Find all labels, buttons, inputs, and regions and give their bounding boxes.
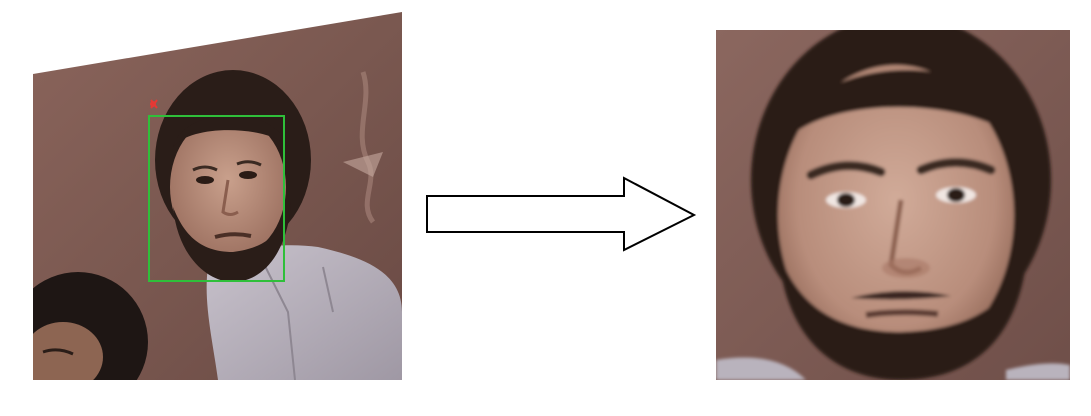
person-beard [173, 202, 291, 282]
cropped-brow-right [916, 158, 996, 175]
source-photo-graphic [33, 12, 402, 380]
person-mouth [214, 232, 252, 239]
wall-decoration-2 [343, 152, 383, 177]
cropped-beard [778, 245, 1028, 380]
source-photo [33, 12, 402, 380]
person-shirt [206, 245, 402, 380]
person-eye-right [239, 171, 257, 179]
cropped-brow-left [806, 161, 886, 180]
right-arrow-icon [424, 176, 699, 254]
person-eye-left [196, 176, 214, 184]
shirt-seam [262, 261, 296, 380]
cropped-mouth [865, 309, 939, 318]
cropped-face-photo [716, 30, 1070, 380]
arrow-graphic [426, 176, 697, 252]
cropped-face-graphic [716, 30, 1070, 380]
cropped-eye-left [837, 193, 855, 207]
arrow-shape [426, 176, 697, 252]
cropped-face [778, 65, 1014, 365]
face-detection-box [148, 115, 285, 282]
cropped-eye-right [947, 188, 965, 202]
person-nose [221, 179, 239, 216]
